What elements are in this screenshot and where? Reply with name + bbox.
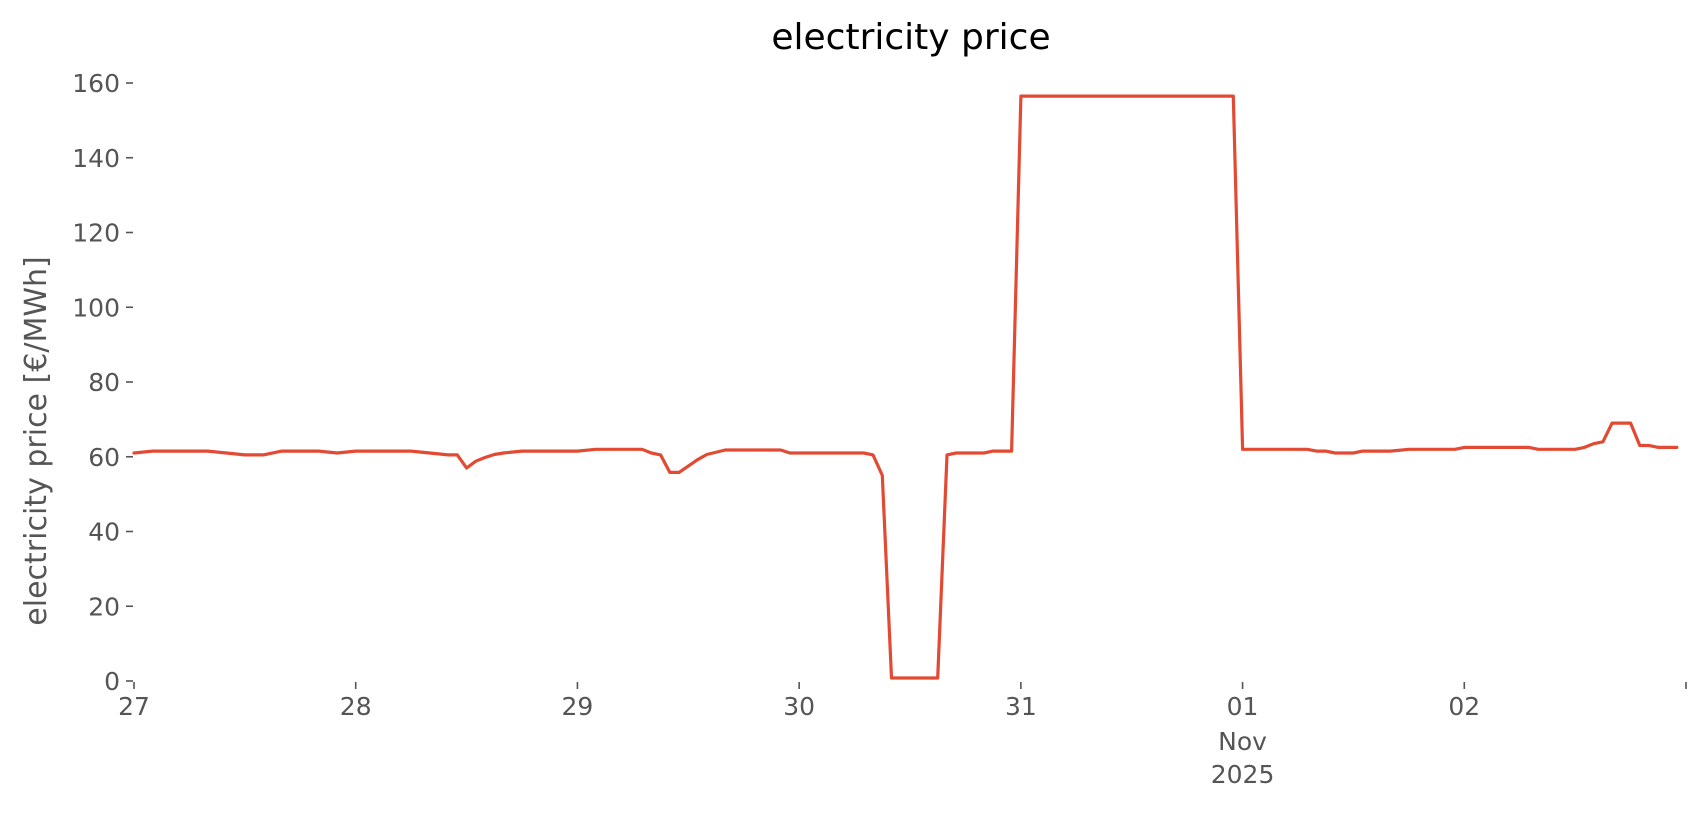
y-tick-label: 120 (72, 219, 120, 248)
x-tick-label: 02 (1448, 692, 1480, 721)
y-tick-label: 140 (72, 144, 120, 173)
y-axis: 0 20 40 60 80 100 120 140 160 (72, 69, 133, 696)
x-tick-label: 28 (340, 692, 372, 721)
x-axis: 27 28 29 30 31 01 Nov 2025 02 (118, 682, 1687, 789)
x-tick-label: 29 (562, 692, 594, 721)
x-tick-label: 01 (1227, 692, 1259, 721)
y-tick-label: 60 (88, 443, 120, 472)
chart-title: electricity price (771, 17, 1050, 58)
y-tick-label: 160 (72, 69, 120, 98)
y-tick-label: 40 (88, 518, 120, 547)
y-tick-label: 0 (104, 667, 120, 696)
series-line (132, 94, 1679, 680)
x-tick-sublabel: 2025 (1211, 760, 1275, 789)
x-tick-label: 30 (783, 692, 815, 721)
x-tick-label: 27 (118, 692, 150, 721)
y-tick-label: 20 (88, 592, 120, 621)
x-tick-sublabel: Nov (1218, 727, 1267, 756)
y-tick-label: 100 (72, 293, 120, 322)
y-tick-label: 80 (88, 368, 120, 397)
x-tick-label: 31 (1005, 692, 1037, 721)
y-axis-label: electricity price [€/MWh] (19, 256, 54, 625)
series-layer (132, 94, 1679, 680)
